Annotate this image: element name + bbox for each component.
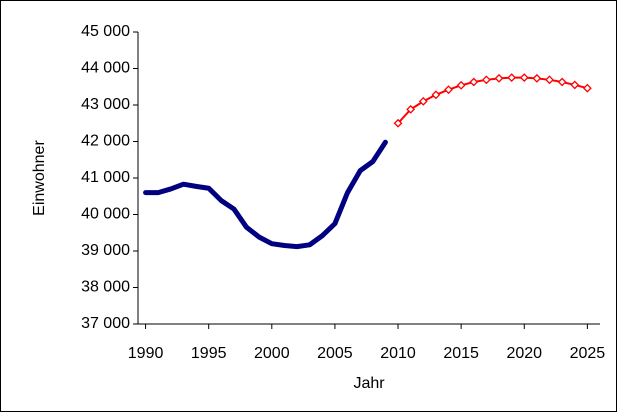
- data-point: [418, 96, 428, 106]
- y-tick-label: 45 000: [81, 23, 130, 40]
- data-point: [469, 77, 479, 87]
- data-point: [481, 75, 491, 85]
- data-point: [557, 77, 567, 87]
- data-line: [397, 76, 589, 125]
- x-tick-label: 2000: [254, 345, 290, 362]
- data-point: [507, 73, 517, 83]
- y-tick-label: 38 000: [81, 279, 130, 296]
- data-point: [494, 73, 504, 83]
- data-point: [545, 75, 554, 85]
- x-tick-label: 2005: [317, 345, 353, 362]
- y-tick-label: 37 000: [81, 315, 130, 332]
- data-point: [532, 73, 542, 83]
- data-point: [431, 90, 441, 100]
- y-tick-label: 43 000: [81, 96, 130, 113]
- x-tick-label: 2015: [443, 345, 479, 362]
- data-line: [143, 139, 388, 250]
- x-tick-label: 2025: [570, 345, 606, 362]
- x-tick-label: 2010: [380, 345, 416, 362]
- x-tick-label: 2020: [506, 345, 542, 362]
- x-tick-label: 1995: [191, 345, 227, 362]
- data-point: [570, 80, 580, 90]
- data-point: [582, 83, 592, 93]
- y-tick-label: 42 000: [81, 133, 130, 150]
- y-tick-label: 41 000: [81, 169, 130, 186]
- data-point: [406, 104, 416, 114]
- y-tick-label: 39 000: [81, 242, 130, 259]
- data-point: [444, 85, 453, 95]
- y-tick-label: 44 000: [81, 60, 130, 77]
- x-axis-label: Jahr: [353, 375, 385, 392]
- x-tick-label: 1990: [128, 345, 164, 362]
- data-point: [456, 80, 466, 90]
- y-axis-label: Einwohner: [31, 140, 48, 216]
- data-point: [519, 73, 529, 83]
- data-point: [393, 118, 403, 128]
- y-tick-label: 40 000: [81, 206, 130, 223]
